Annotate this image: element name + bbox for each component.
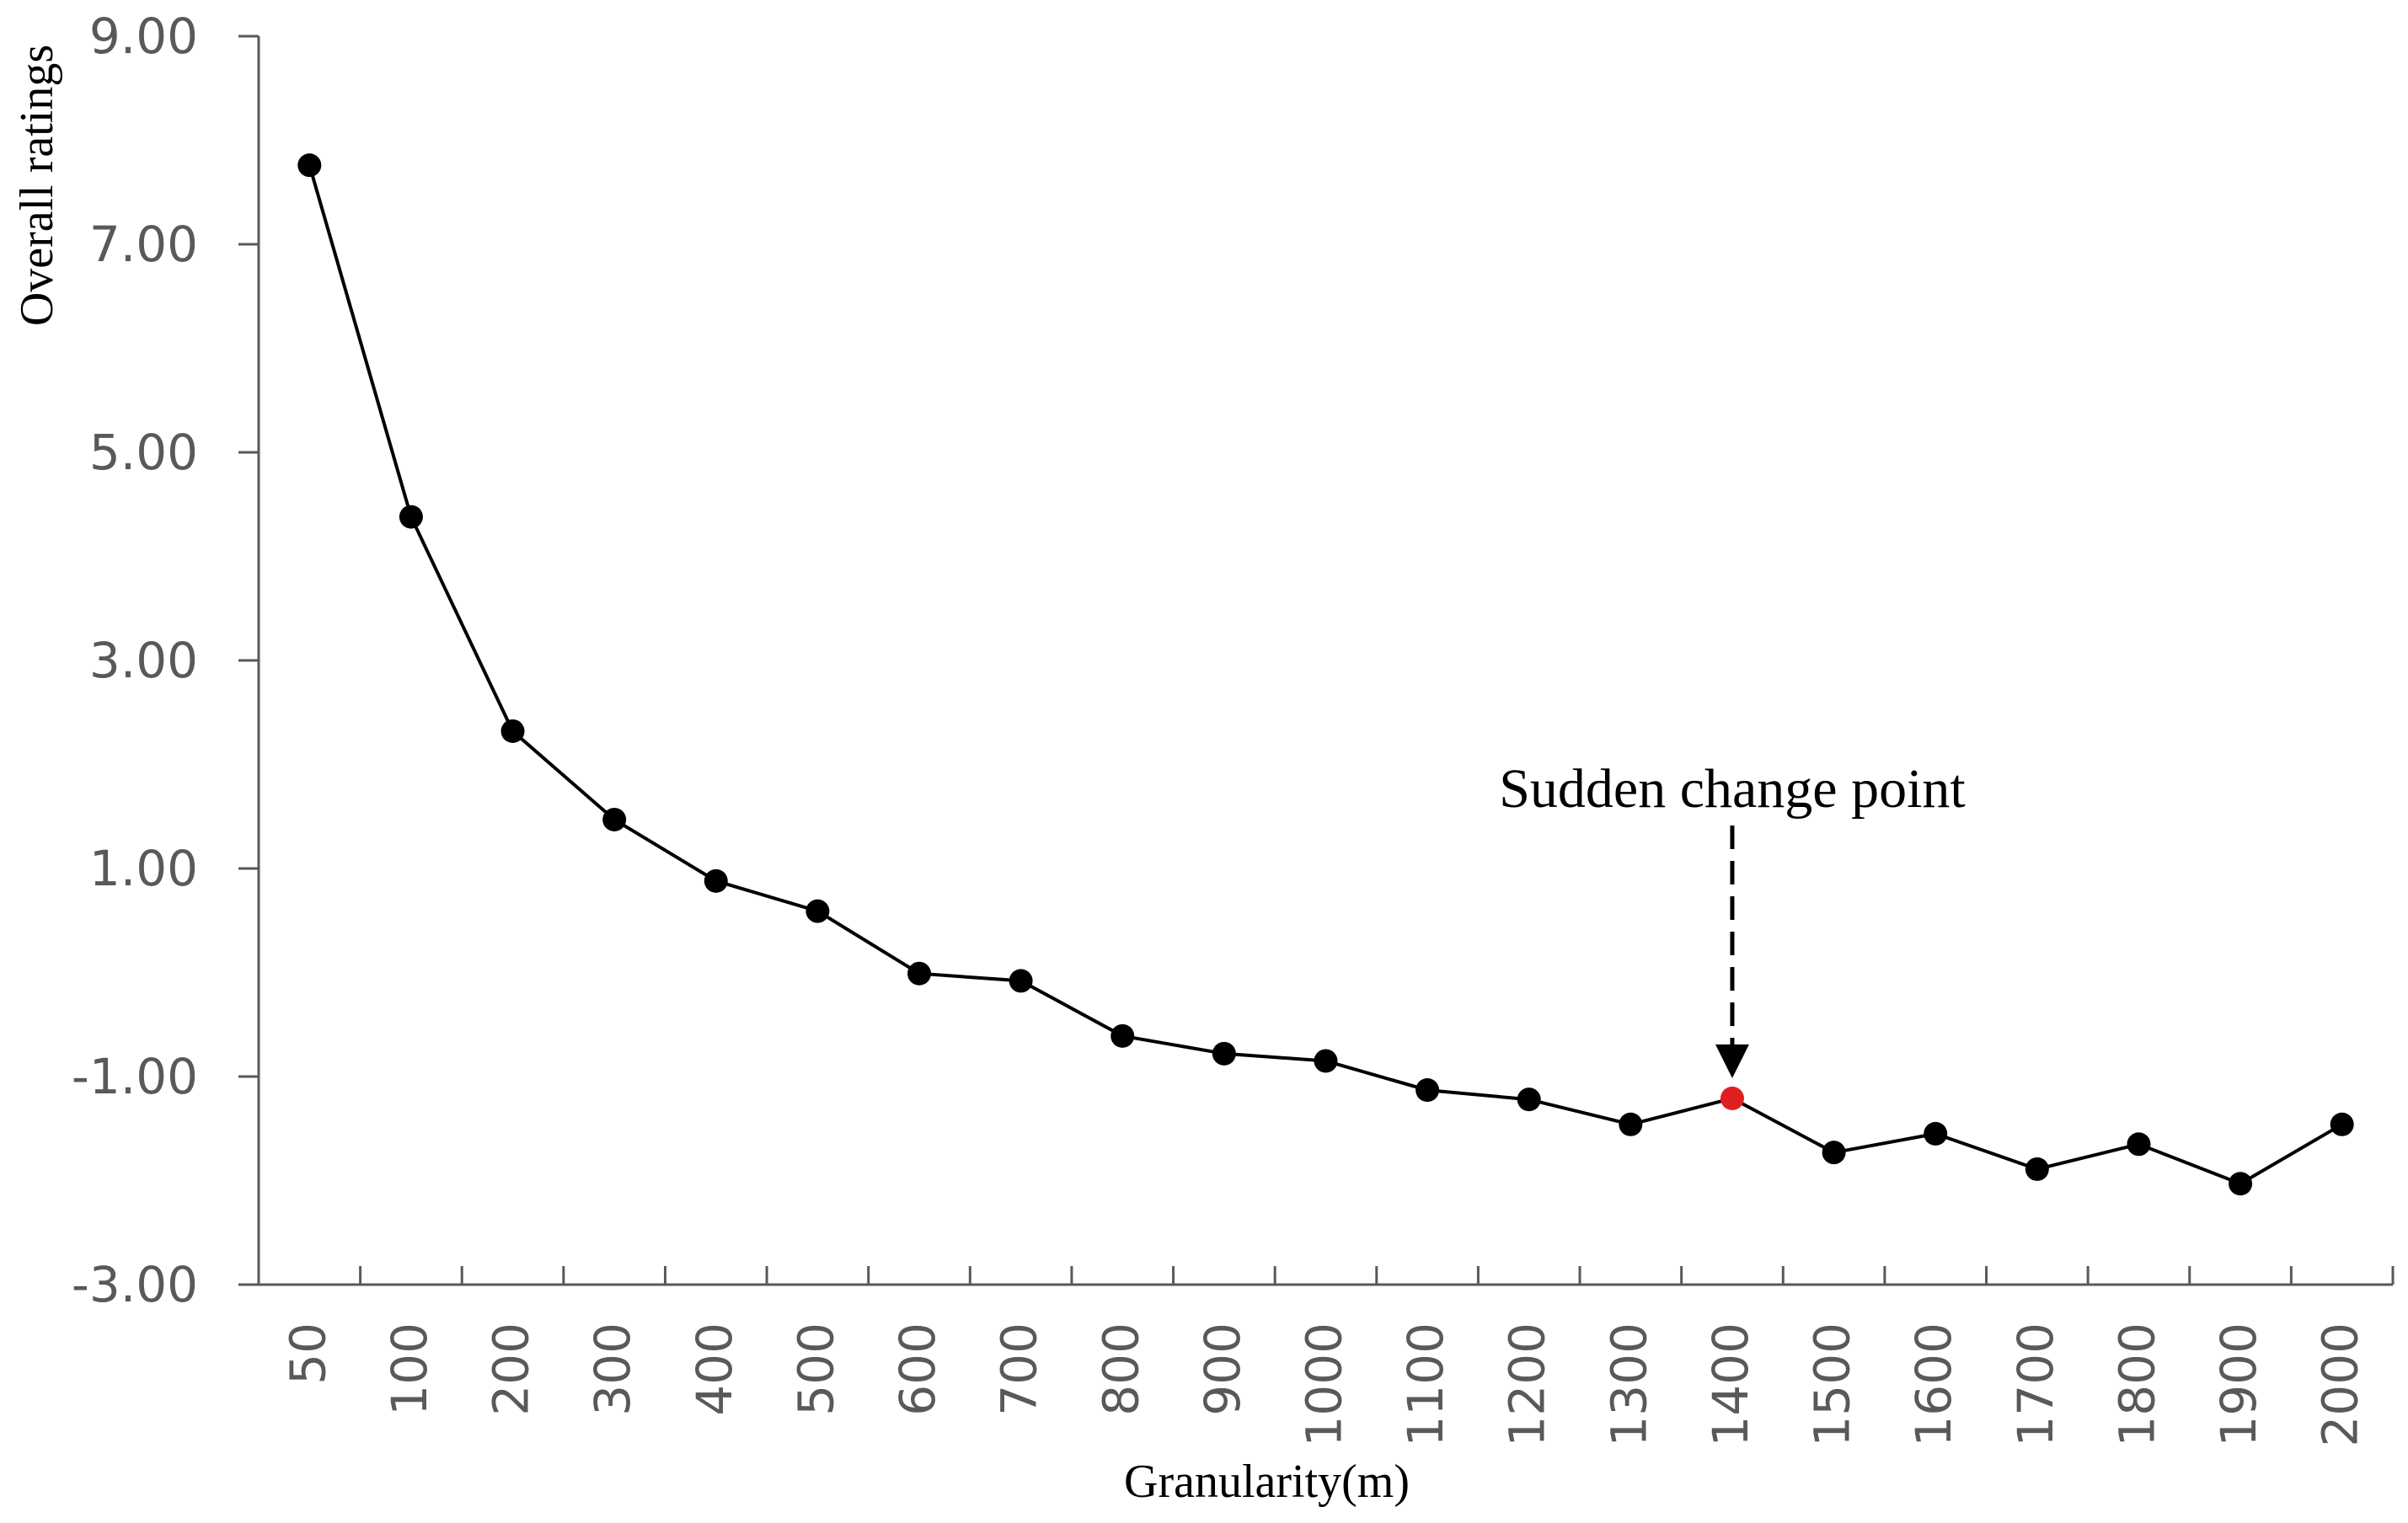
data-point — [2229, 1172, 2253, 1196]
x-tick-label: 1800 — [2108, 1323, 2165, 1447]
x-tick-label: 100 — [381, 1323, 438, 1416]
x-tick-label: 900 — [1194, 1323, 1251, 1416]
data-point — [1314, 1049, 1338, 1073]
y-tick-label: 5.00 — [89, 424, 198, 481]
x-tick-label: 1300 — [1600, 1323, 1657, 1447]
x-tick-label: 50 — [279, 1323, 336, 1385]
y-tick-label: 3.00 — [89, 632, 198, 689]
data-point — [297, 153, 322, 178]
series-line — [308, 164, 2343, 1186]
data-point — [2025, 1157, 2049, 1181]
x-tick-label: 1500 — [1804, 1323, 1861, 1447]
x-tick-label: 2000 — [2312, 1323, 2369, 1447]
y-tick-label: -3.00 — [72, 1256, 198, 1313]
data-point — [1822, 1141, 1846, 1165]
data-point — [704, 868, 728, 893]
y-tick-label: -1.00 — [72, 1048, 198, 1105]
data-point — [1517, 1087, 1541, 1112]
x-tick-label: 1000 — [1296, 1323, 1353, 1447]
data-point — [1009, 969, 1033, 993]
x-axis-title: Granularity(m) — [1124, 1456, 1410, 1508]
data-point — [2127, 1132, 2151, 1157]
x-tick-label: 600 — [889, 1323, 946, 1416]
data-point — [2330, 1112, 2354, 1136]
annotation-arrow-head — [1715, 1044, 1749, 1078]
data-point — [1619, 1112, 1643, 1136]
x-axis-ticks: 50 100 200 300 400 500 600 700 800 900 1000 1100 120… — [257, 1266, 2395, 1447]
data-point — [602, 807, 627, 831]
axes — [257, 36, 2393, 1286]
annotation-label: Sudden change point — [1499, 758, 1966, 820]
x-tick-label: 1900 — [2210, 1323, 2267, 1447]
x-tick-label: 300 — [584, 1323, 641, 1416]
x-tick-label: 400 — [686, 1323, 743, 1416]
data-point — [399, 505, 423, 529]
y-tick-label: 1.00 — [89, 840, 198, 897]
x-tick-label: 500 — [787, 1323, 844, 1416]
annotation: Sudden change point — [1499, 758, 1966, 1078]
y-tick-label: 9.00 — [89, 8, 198, 65]
data-point — [805, 899, 830, 923]
data-point — [1924, 1121, 1948, 1146]
highlight-point — [1720, 1086, 1744, 1110]
data-point — [907, 961, 932, 986]
x-tick-label: 1600 — [1905, 1323, 1962, 1447]
x-tick-label: 200 — [483, 1323, 540, 1416]
y-axis-title: Overall ratings — [11, 45, 63, 326]
x-tick-label: 1100 — [1397, 1323, 1454, 1447]
data-point — [500, 719, 525, 743]
data-point — [1110, 1023, 1135, 1048]
x-tick-label: 1700 — [2007, 1323, 2064, 1447]
data-point — [1212, 1041, 1236, 1066]
x-tick-label: 700 — [991, 1323, 1048, 1416]
x-tick-label: 800 — [1092, 1323, 1149, 1416]
y-axis-ticks: -3.00 -1.00 1.00 3.00 5.00 7.00 9.00 — [72, 8, 259, 1313]
data-points — [297, 153, 2354, 1196]
data-point — [1415, 1078, 1440, 1103]
y-tick-label: 7.00 — [89, 216, 198, 273]
x-tick-label: 1200 — [1499, 1323, 1556, 1447]
x-tick-label: 1400 — [1702, 1323, 1759, 1447]
